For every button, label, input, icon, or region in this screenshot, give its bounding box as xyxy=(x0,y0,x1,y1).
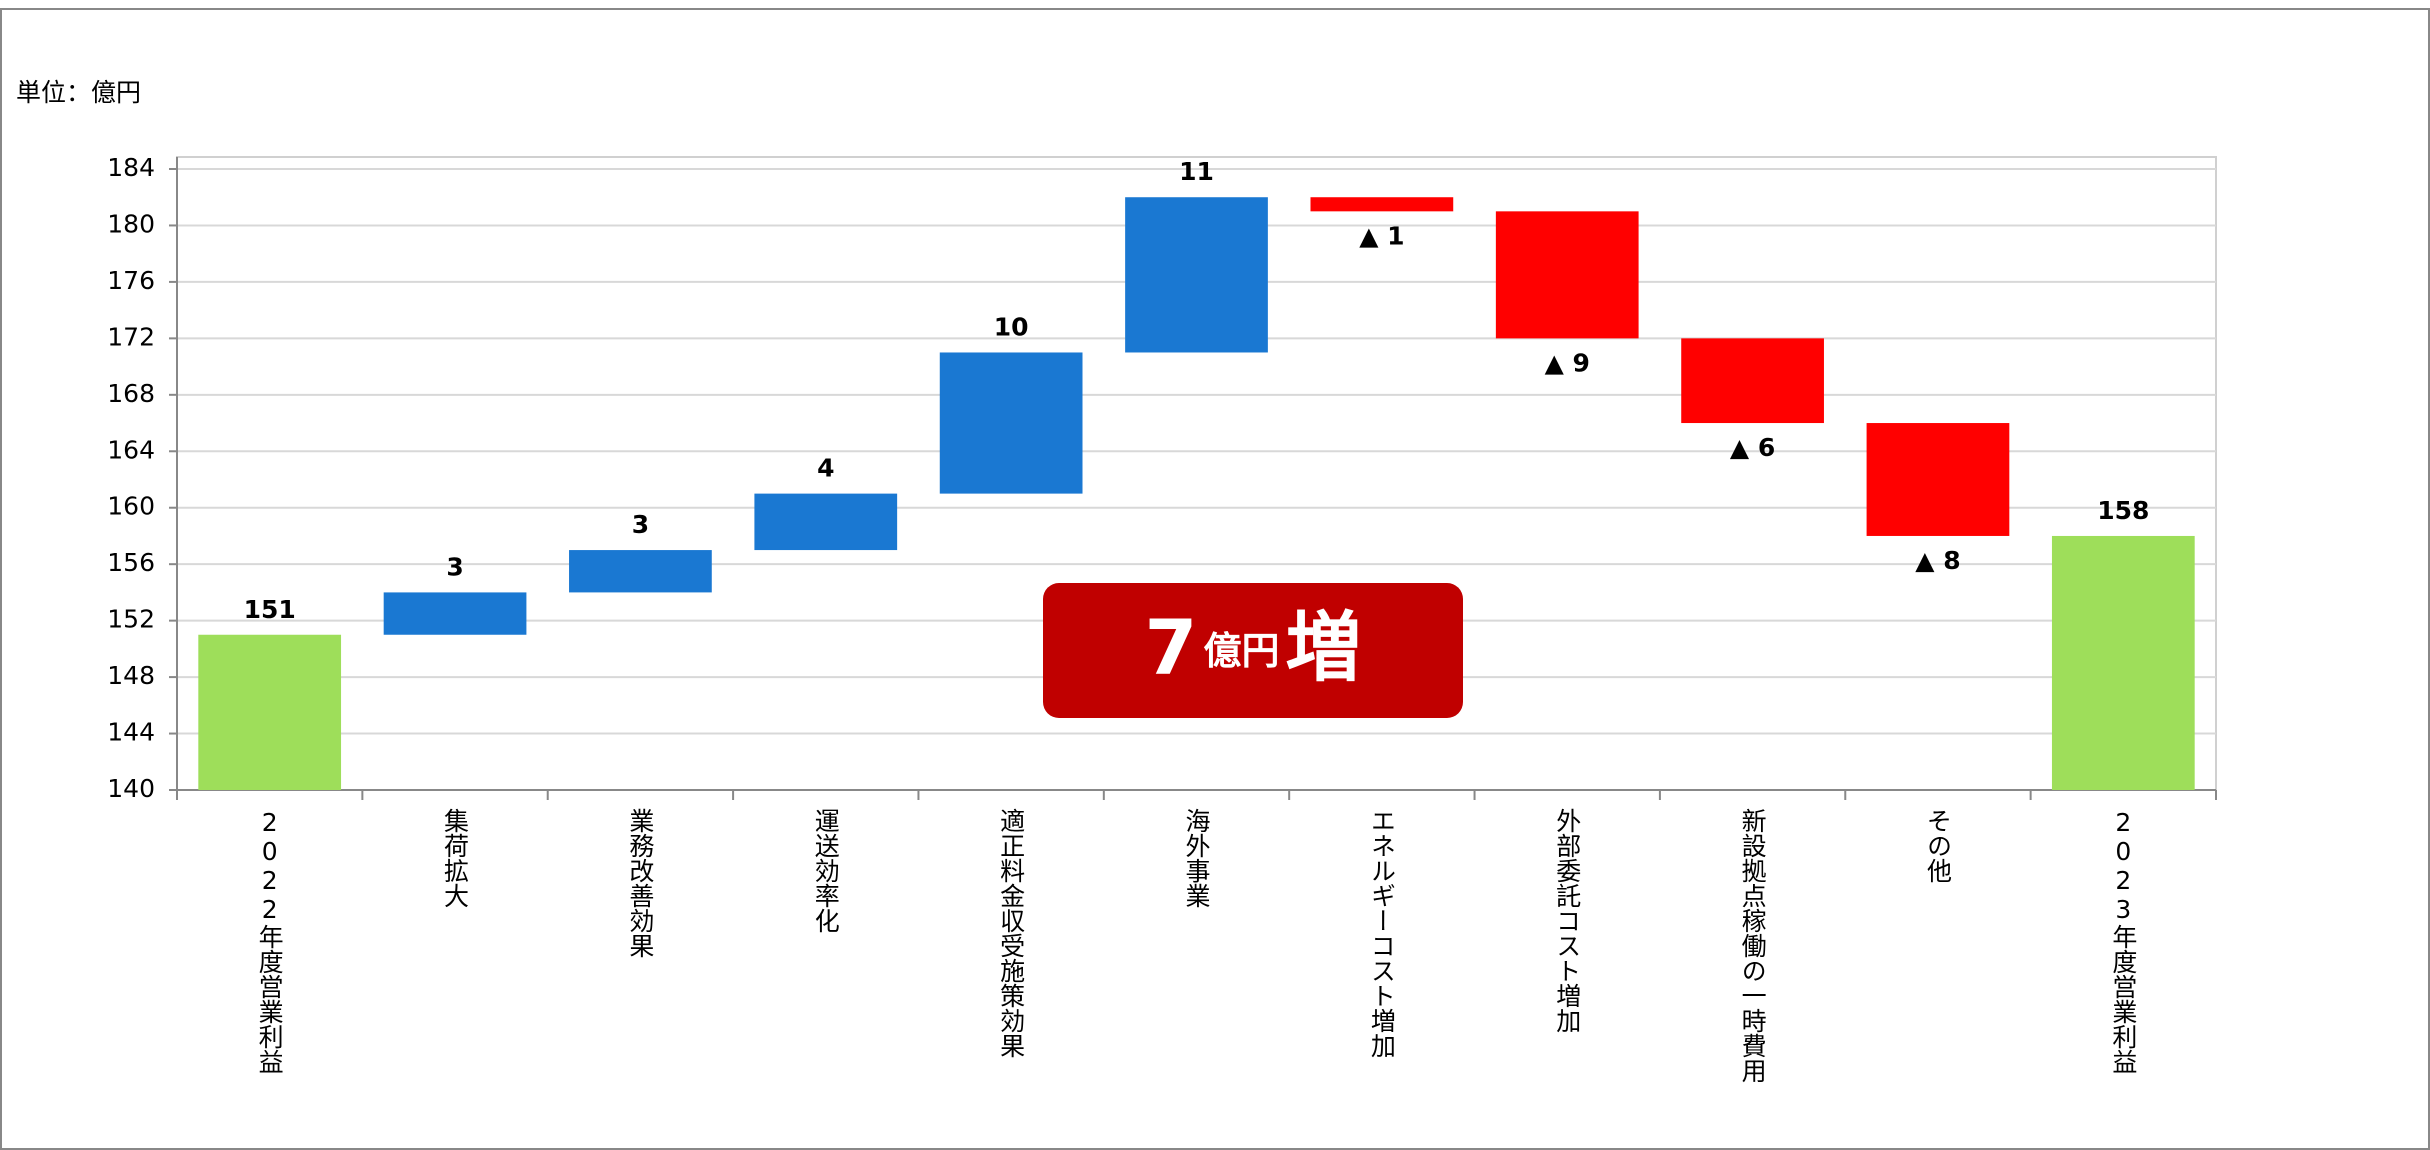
bar xyxy=(1125,197,1268,353)
data-label: 158 xyxy=(2097,496,2149,525)
bar xyxy=(1681,338,1824,424)
data-label: ▲ 8 xyxy=(1915,546,1960,575)
y-tick-label: 184 xyxy=(107,153,155,182)
x-tick-label: 2023年度営業利益 xyxy=(2109,808,2138,1074)
bar xyxy=(754,493,898,551)
y-tick-label: 140 xyxy=(107,774,155,803)
x-tick-label: その他 xyxy=(1923,808,1952,883)
x-tick-label: 新設拠点稼働の一時費用 xyxy=(1738,808,1767,1083)
unit-label: 単位：億円 xyxy=(16,78,141,107)
bar xyxy=(1310,197,1454,212)
annotation: 7 億円増 xyxy=(1145,603,1362,692)
y-tick-label: 172 xyxy=(107,322,155,351)
bar xyxy=(383,592,527,635)
x-tick-label: エネルギーコスト増加 xyxy=(1367,808,1396,1058)
data-label: 3 xyxy=(632,510,649,539)
bar xyxy=(1866,423,2010,536)
y-tick-label: 180 xyxy=(107,209,155,238)
y-tick-label: 164 xyxy=(107,435,155,464)
y-tick-label: 156 xyxy=(107,548,155,577)
x-tick-label: 2022年度営業利益 xyxy=(255,808,284,1074)
bar xyxy=(2051,535,2195,790)
annotation-box xyxy=(1043,583,1463,718)
data-label: 151 xyxy=(244,595,296,624)
y-tick-label: 144 xyxy=(107,718,155,747)
y-tick-label: 160 xyxy=(107,492,155,521)
data-label: ▲ 1 xyxy=(1359,221,1404,250)
x-tick-label: 外部委託コスト増加 xyxy=(1553,808,1582,1033)
data-label: 11 xyxy=(1179,157,1214,186)
annotation-unit: 億円 xyxy=(1203,629,1279,673)
data-label: 10 xyxy=(994,312,1029,341)
x-tick-label: 業務改善効果 xyxy=(626,808,655,958)
bar xyxy=(939,352,1083,494)
x-tick-label: 適正料金収受施策効果 xyxy=(997,808,1026,1058)
x-tick-label: 運送効率化 xyxy=(811,808,840,933)
bar xyxy=(198,634,342,790)
bar xyxy=(569,550,712,593)
y-tick-label: 168 xyxy=(107,379,155,408)
y-tick-label: 148 xyxy=(107,661,155,690)
bar xyxy=(1495,211,1639,339)
data-label: ▲ 9 xyxy=(1545,348,1590,377)
annotation-suffix: 増 xyxy=(1285,603,1361,692)
x-tick-label: 海外事業 xyxy=(1182,808,1211,908)
y-tick-label: 152 xyxy=(107,605,155,634)
y-tick-label: 176 xyxy=(107,266,155,295)
x-tick-label: 集荷拡大 xyxy=(441,808,470,908)
data-label: 4 xyxy=(817,454,834,483)
data-label: 3 xyxy=(446,552,463,581)
data-label: ▲ 6 xyxy=(1730,433,1775,462)
annotation-number: 7 xyxy=(1145,603,1198,692)
